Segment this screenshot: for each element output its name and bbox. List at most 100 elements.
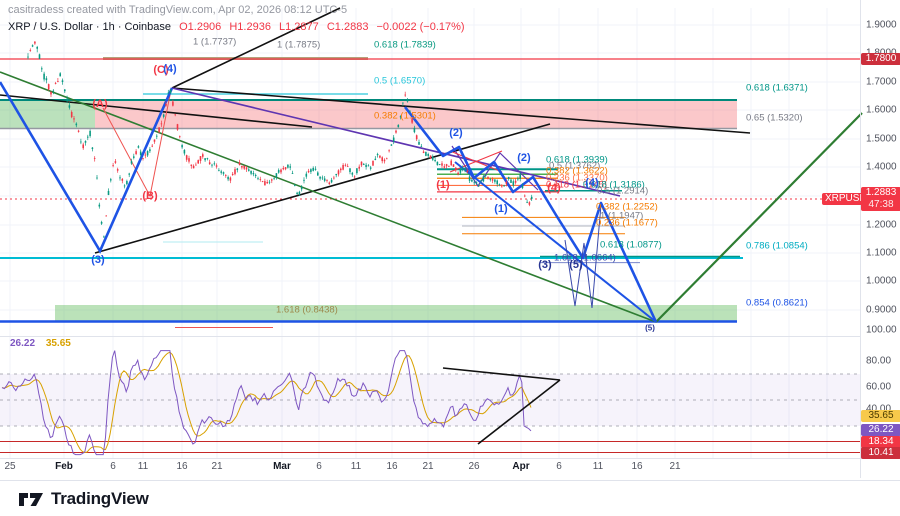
last-price-tag: 1.2883 47:38: [861, 187, 900, 211]
ohlc-low: L1.2877: [279, 21, 319, 33]
alert-price-tag: 1.7800: [861, 53, 900, 65]
fib-level-label[interactable]: 1.618 (1.0664): [554, 252, 616, 264]
time-axis-label: 16: [631, 461, 643, 472]
last-price-value: 1.2883: [865, 187, 897, 198]
elliott-wave-label[interactable]: (3): [538, 259, 552, 271]
rsi-level-tag: 26.22: [861, 424, 900, 436]
price-axis-label: 1.5000: [866, 133, 897, 145]
price-axis-label: 1.4000: [866, 161, 897, 173]
tradingview-logo[interactable]: TradingView: [18, 489, 149, 509]
elliott-wave-label[interactable]: (2): [517, 152, 531, 164]
trend-lines[interactable]: [0, 7, 863, 323]
pane-separator[interactable]: [0, 336, 860, 337]
time-axis-label: 11: [350, 461, 362, 472]
chart-canvas[interactable]: [0, 0, 900, 480]
fib-level-label[interactable]: 0.618 (1.6371): [746, 82, 808, 94]
fib-level-label[interactable]: 0.236 (1.1677): [596, 217, 658, 229]
time-axis-label: 26: [468, 461, 480, 472]
fib-level-label[interactable]: 0.382 (1.3622): [546, 165, 608, 177]
fib-level-label[interactable]: 0.618 (1.7839): [374, 39, 436, 51]
rsi-level-tag: 18.34: [861, 436, 900, 448]
price-axis-separator: [860, 0, 861, 478]
time-axis-label: 16: [386, 461, 398, 472]
price-axis-label: 100.00: [866, 324, 897, 336]
time-axis-label: Mar: [273, 461, 291, 472]
fib-level-label[interactable]: 1 (1.7875): [277, 39, 321, 51]
fib-level-label[interactable]: 1.618 (0.8438): [276, 304, 338, 316]
fib-level-label[interactable]: 0.618 (1.3939): [546, 154, 608, 166]
elliott-wave-label[interactable]: (3): [91, 254, 105, 266]
elliott-wave-label[interactable]: (B): [142, 190, 158, 202]
elliott-wave-label[interactable]: (4): [547, 182, 561, 194]
tradingview-logo-icon: [19, 493, 43, 506]
symbol-price-flag: XRPUSD: [822, 193, 870, 205]
time-axis-label: Feb: [55, 461, 73, 472]
elliott-wave-label[interactable]: (1): [494, 203, 508, 215]
time-axis-label: 6: [316, 461, 322, 472]
rsi-pane[interactable]: [0, 350, 860, 456]
time-axis-separator: [0, 458, 900, 459]
symbol-legend[interactable]: XRP / U.S. Dollar · 1h · Coinbase O1.290…: [8, 21, 470, 33]
bar-countdown: 47:38: [868, 199, 894, 210]
fib-level-label[interactable]: 0.118 (1.3145): [546, 179, 608, 191]
fib-level-label[interactable]: 0.382 (1.2252): [596, 201, 658, 213]
time-axis-label: 11: [137, 461, 149, 472]
bottom-toolbar: TradingView: [0, 480, 900, 516]
fib-level-label[interactable]: 0.236 (1.3370): [546, 172, 608, 184]
fib-level-label[interactable]: 0.618 (1.3186): [583, 179, 645, 191]
rsi-level-tag: 35.65: [861, 410, 900, 422]
elliott-wave-label[interactable]: (5): [645, 323, 655, 333]
fib-level-label[interactable]: 0.618 (1.0877): [600, 239, 662, 251]
price-axis-label: 1.6000: [866, 104, 897, 116]
price-axis-label: 1.0000: [866, 275, 897, 287]
grid: [0, 8, 860, 458]
price-axis-label: 1.7000: [866, 76, 897, 88]
time-axis-label: 6: [110, 461, 116, 472]
watermark: casitradess created with TradingView.com…: [8, 4, 348, 16]
fib-level-label[interactable]: 0.854 (0.8621): [746, 297, 808, 309]
fib-level-label[interactable]: 0.5 (1.6570): [374, 75, 426, 87]
price-axis-label: 40.00: [866, 403, 892, 415]
candlestick-series: [27, 41, 533, 238]
rsi-legend[interactable]: 26.22 35.65: [10, 338, 71, 349]
elliott-wave-path[interactable]: [0, 81, 658, 323]
price-axis-label: 80.00: [866, 355, 892, 367]
elliott-wave-label[interactable]: (A): [92, 98, 108, 110]
ohlc-open: O1.2906: [179, 21, 222, 33]
price-axis-label: 1.2000: [866, 219, 897, 231]
elliott-wave-label[interactable]: (2): [449, 127, 463, 139]
price-axis-label: 60.00: [866, 381, 892, 393]
fib-level-label[interactable]: 0.786 (1.0854): [746, 240, 808, 252]
fib-level-label[interactable]: 1 (1.1947): [600, 210, 644, 222]
elliott-wave-label[interactable]: (4): [585, 177, 599, 189]
fib-level-lines[interactable]: [0, 57, 860, 264]
time-axis-label: Apr: [512, 461, 530, 472]
time-axis-label: 16: [176, 461, 188, 472]
time-axis-label: 6: [556, 461, 562, 472]
time-axis-label: 21: [422, 461, 434, 472]
fib-level-label[interactable]: 1 (1.7737): [193, 36, 237, 48]
fib-level-label[interactable]: 0.5 (1.3762): [549, 160, 601, 172]
price-axis-label: 1.9000: [866, 19, 897, 31]
time-axis-label: 11: [592, 461, 604, 472]
time-axis-label: 21: [211, 461, 223, 472]
time-axis-label: 25: [4, 461, 16, 472]
elliott-wave-label[interactable]: (4): [163, 63, 177, 75]
fib-level-label[interactable]: 0.382 (1.5301): [374, 110, 436, 122]
symbol-title: XRP / U.S. Dollar · 1h · Coinbase: [8, 21, 172, 33]
elliott-wave-label[interactable]: (C): [153, 64, 169, 76]
rsi-ma-value: 35.65: [45, 338, 71, 349]
ohlc-high: H1.2936: [229, 21, 271, 33]
elliott-wave-label[interactable]: (5): [569, 259, 583, 271]
fib-level-label[interactable]: 0.5 (1.2914): [597, 185, 649, 197]
time-axis-label: 21: [669, 461, 681, 472]
fib-level-label[interactable]: 0.65 (1.5320): [746, 112, 803, 124]
rsi-level-tag: 10.41: [861, 447, 900, 459]
rsi-value: 26.22: [10, 338, 36, 349]
ohlc-close: C1.2883: [326, 21, 369, 33]
elliott-wave-label[interactable]: (1): [436, 179, 450, 191]
price-axis-label: 1.1000: [866, 247, 897, 259]
price-axis-label: 0.9000: [866, 304, 897, 316]
ohlc-change: −0.0022 (−0.17%): [376, 21, 465, 33]
